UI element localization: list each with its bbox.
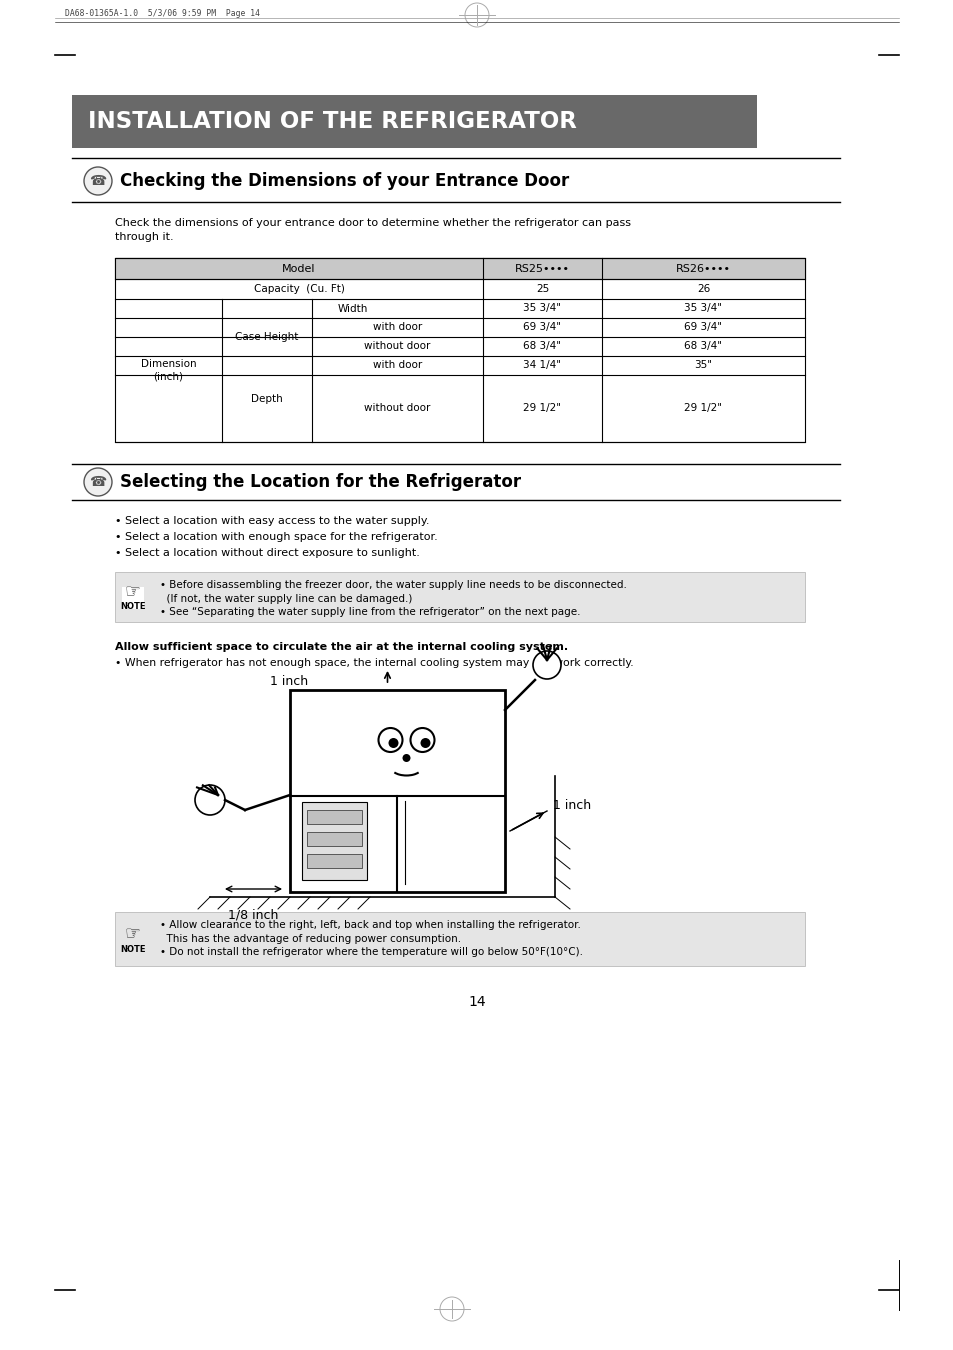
Text: 1 inch: 1 inch: [270, 675, 308, 688]
Bar: [71, 95, 757, 148]
Text: • Allow clearance to the right, left, back and top when installing the refrigera: • Allow clearance to the right, left, ba…: [160, 919, 582, 957]
Bar: [115, 258, 804, 441]
Circle shape: [533, 651, 560, 679]
Text: NOTE: NOTE: [120, 602, 146, 612]
Text: 68 3/4": 68 3/4": [684, 342, 721, 351]
Text: 69 3/4": 69 3/4": [684, 323, 721, 332]
Text: 35 3/4": 35 3/4": [523, 304, 561, 313]
Text: ☞: ☞: [125, 923, 141, 942]
Text: without door: without door: [364, 404, 430, 413]
Text: ☞: ☞: [125, 582, 141, 599]
Bar: [122, 587, 144, 609]
Bar: [115, 913, 804, 967]
Text: • When refrigerator has not enough space, the internal cooling system may not wo: • When refrigerator has not enough space…: [115, 657, 633, 668]
Bar: [302, 802, 367, 880]
Text: 68 3/4": 68 3/4": [523, 342, 561, 351]
Text: with door: with door: [373, 323, 421, 332]
Circle shape: [402, 755, 410, 761]
Text: ☎: ☎: [90, 475, 107, 489]
Text: ☎: ☎: [90, 174, 107, 188]
Bar: [307, 810, 361, 824]
Bar: [115, 258, 804, 279]
Circle shape: [84, 167, 112, 194]
Text: Depth: Depth: [251, 394, 283, 404]
Text: 69 3/4": 69 3/4": [523, 323, 561, 332]
Bar: [307, 855, 361, 868]
Text: 1 inch: 1 inch: [553, 799, 591, 813]
Text: 14: 14: [468, 995, 485, 1008]
Text: DA68-01365A-1.0  5/3/06 9:59 PM  Page 14: DA68-01365A-1.0 5/3/06 9:59 PM Page 14: [65, 9, 260, 19]
Bar: [115, 572, 804, 622]
Text: • Select a location with enough space for the refrigerator.: • Select a location with enough space fo…: [115, 532, 437, 541]
Text: Dimension
(inch): Dimension (inch): [140, 359, 196, 382]
Text: INSTALLATION OF THE REFRIGERATOR: INSTALLATION OF THE REFRIGERATOR: [88, 109, 577, 134]
Circle shape: [420, 738, 430, 748]
Bar: [307, 832, 361, 846]
Circle shape: [410, 728, 434, 752]
Text: 29 1/2": 29 1/2": [684, 404, 721, 413]
Text: • Select a location without direct exposure to sunlight.: • Select a location without direct expos…: [115, 548, 419, 558]
Text: 35": 35": [694, 360, 712, 370]
Circle shape: [388, 738, 398, 748]
Text: RS26••••: RS26••••: [676, 263, 730, 274]
Text: 1/8 inch: 1/8 inch: [228, 909, 278, 922]
Text: Width: Width: [337, 304, 367, 313]
Text: Case Height: Case Height: [235, 332, 298, 342]
Text: RS25••••: RS25••••: [515, 263, 569, 274]
Text: 26: 26: [696, 284, 709, 294]
Bar: [290, 690, 504, 892]
Circle shape: [84, 468, 112, 495]
Text: without door: without door: [364, 342, 430, 351]
Text: Model: Model: [282, 263, 315, 274]
Text: Checking the Dimensions of your Entrance Door: Checking the Dimensions of your Entrance…: [120, 171, 569, 190]
Text: Check the dimensions of your entrance door to determine whether the refrigerator: Check the dimensions of your entrance do…: [115, 217, 630, 242]
Text: NOTE: NOTE: [120, 945, 146, 953]
Text: Selecting the Location for the Refrigerator: Selecting the Location for the Refrigera…: [120, 472, 520, 491]
Text: Allow sufficient space to circulate the air at the internal cooling system.: Allow sufficient space to circulate the …: [115, 643, 568, 652]
Text: • Before disassembling the freezer door, the water supply line needs to be disco: • Before disassembling the freezer door,…: [160, 580, 626, 617]
Circle shape: [194, 784, 225, 815]
Circle shape: [378, 728, 402, 752]
Text: • Select a location with easy access to the water supply.: • Select a location with easy access to …: [115, 516, 429, 526]
Text: 25: 25: [536, 284, 549, 294]
Text: with door: with door: [373, 360, 421, 370]
Text: Capacity  (Cu. Ft): Capacity (Cu. Ft): [253, 284, 344, 294]
Text: 35 3/4": 35 3/4": [684, 304, 721, 313]
Text: 34 1/4": 34 1/4": [523, 360, 561, 370]
Text: 29 1/2": 29 1/2": [523, 404, 561, 413]
